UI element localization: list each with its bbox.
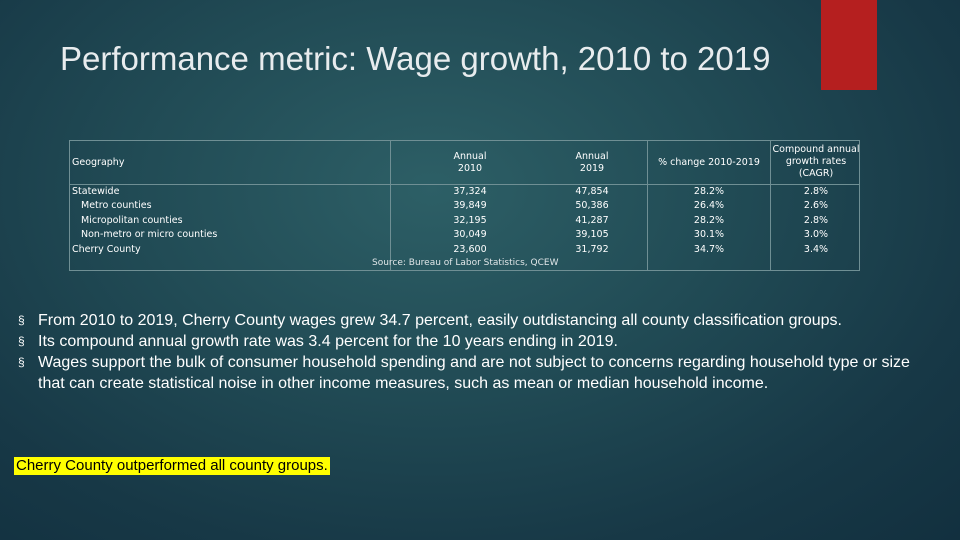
- table-divider: [390, 141, 391, 270]
- table-source-note: Source: Bureau of Labor Statistics, QCEW: [372, 258, 559, 268]
- bullet-marker-icon: §: [18, 355, 25, 369]
- header-geography: Geography: [72, 157, 125, 168]
- bullet-text: From 2010 to 2019, Cherry County wages g…: [38, 312, 842, 329]
- table-row-geography: Statewide: [72, 186, 120, 197]
- table-row-geography: Micropolitan counties: [81, 214, 183, 226]
- bullet-item: § Its compound annual growth rate was 3.…: [18, 331, 933, 352]
- bullet-marker-icon: §: [18, 313, 25, 327]
- bullet-marker-icon: §: [18, 334, 25, 348]
- table-cell: 2.8%: [803, 214, 829, 226]
- table-cell: 3.0%: [803, 229, 829, 241]
- table-cell: 39,105: [575, 229, 609, 241]
- table-header-divider: [70, 184, 859, 185]
- table-cell: 34.7%: [693, 243, 725, 255]
- table-cell: 32,195: [453, 214, 487, 226]
- table-cell: 26.4%: [693, 200, 725, 212]
- header-annual-2010: Annual 2010: [453, 151, 487, 174]
- table-row-geography: Non-metro or micro counties: [81, 229, 218, 241]
- table-cell: 30.1%: [693, 229, 725, 241]
- table-row-geography: Cherry County: [72, 243, 141, 255]
- table-row-geography: Metro counties: [81, 200, 152, 212]
- table-cell: 41,287: [575, 214, 609, 226]
- table-cell: 28.2%: [693, 214, 725, 226]
- annual-2010-column: 37,324 39,849 32,195 30,049 23,600: [445, 185, 495, 257]
- bullet-text: Wages support the bulk of consumer house…: [38, 354, 910, 392]
- table-cell: 3.4%: [803, 243, 829, 255]
- cagr-column: 2.8% 2.6% 2.8% 3.0% 3.4%: [771, 185, 861, 257]
- header-annual-2019: Annual 2019: [575, 151, 609, 174]
- table-cell: 39,849: [453, 200, 487, 212]
- highlight-callout: Cherry County outperformed all county gr…: [14, 457, 330, 475]
- bullet-item: § From 2010 to 2019, Cherry County wages…: [18, 310, 933, 331]
- bullet-item: § Wages support the bulk of consumer hou…: [18, 352, 933, 394]
- table-cell: 37,324: [453, 186, 487, 197]
- annual-2019-column: 47,854 50,386 41,287 39,105 31,792: [567, 185, 617, 257]
- slide-title: Performance metric: Wage growth, 2010 to…: [60, 40, 771, 77]
- accent-bar: [821, 0, 877, 90]
- header-pct-change: % change 2010-2019: [658, 157, 760, 168]
- table-cell: 28.2%: [693, 186, 725, 197]
- table-divider: [647, 141, 648, 270]
- geography-column: Statewide Metro counties Micropolitan co…: [72, 185, 217, 257]
- table-cell: 2.6%: [803, 200, 829, 212]
- table-cell: 2.8%: [803, 186, 829, 197]
- bullet-list: § From 2010 to 2019, Cherry County wages…: [18, 310, 933, 394]
- wage-growth-table: Geography Annual 2010 Annual 2019 % chan…: [69, 140, 860, 271]
- table-cell: 50,386: [575, 200, 609, 212]
- header-cagr: Compound annual growth rates (CAGR): [772, 144, 860, 179]
- table-cell: 47,854: [575, 186, 609, 197]
- table-divider: [770, 141, 771, 270]
- table-cell: 30,049: [453, 229, 487, 241]
- table-cell: 31,792: [575, 243, 609, 255]
- table-cell: 23,600: [453, 243, 487, 255]
- pct-change-column: 28.2% 26.4% 28.2% 30.1% 34.7%: [648, 185, 770, 257]
- bullet-text: Its compound annual growth rate was 3.4 …: [38, 333, 618, 350]
